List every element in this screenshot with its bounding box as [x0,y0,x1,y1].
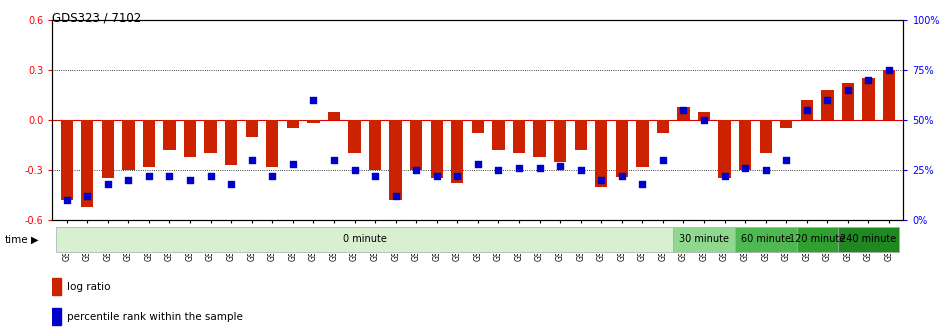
Bar [760,120,772,154]
Bar [553,120,566,162]
Text: percentile rank within the sample: percentile rank within the sample [67,312,243,322]
Bar [307,120,320,123]
Bar [286,120,299,128]
Point [409,167,424,173]
Point [532,165,547,171]
Bar [184,120,196,157]
Point [553,163,568,169]
Bar [534,120,546,157]
Bar [143,120,155,167]
Text: 240 minute: 240 minute [841,235,897,244]
Point [203,173,218,179]
Point [758,167,773,173]
Bar [822,90,833,120]
Text: GDS323 / 7102: GDS323 / 7102 [52,12,142,25]
Point [121,177,136,183]
Bar [698,112,710,120]
Point [779,157,794,163]
Bar [636,120,649,167]
Bar [739,120,751,170]
Point [223,181,239,187]
Bar [61,120,73,200]
Point [491,167,506,173]
Bar [513,120,525,154]
Bar [842,83,854,120]
Point [450,173,465,179]
Bar [574,120,587,150]
Bar [431,120,443,178]
Point [634,181,650,187]
Bar [797,226,838,252]
Point [614,173,630,179]
Point [882,68,897,73]
Bar [410,120,422,170]
Bar [883,70,895,120]
Point [264,173,280,179]
Point [512,165,527,171]
Point [717,173,732,179]
Bar [245,120,258,137]
Point [326,157,341,163]
Bar [472,120,484,133]
Text: 0 minute: 0 minute [343,235,387,244]
Point [696,118,711,123]
Point [429,173,444,179]
Bar [838,226,900,252]
Point [142,173,157,179]
Bar [123,120,134,170]
Bar [657,120,670,133]
Bar [493,120,505,150]
Bar [677,107,689,120]
Bar [718,120,730,178]
Bar [615,120,628,177]
Point [183,177,198,183]
Bar [52,278,61,295]
Point [306,97,321,103]
Bar [863,79,875,120]
Point [388,194,403,199]
Point [676,108,691,113]
Point [593,177,609,183]
Bar [52,308,61,325]
Point [162,173,177,179]
Bar [801,100,813,120]
Text: ▶: ▶ [31,235,39,245]
Bar [735,226,797,252]
Point [80,194,95,199]
Point [820,97,835,103]
Bar [204,120,217,154]
Bar [673,226,735,252]
Point [244,157,260,163]
Text: 60 minute: 60 minute [741,235,790,244]
Point [799,108,814,113]
Text: log ratio: log ratio [67,282,110,292]
Point [573,167,589,173]
Point [738,165,753,171]
Point [59,198,74,203]
Point [861,78,876,83]
Text: time: time [5,235,29,245]
Point [841,87,856,93]
Point [100,181,115,187]
Bar [595,120,608,187]
Bar [328,112,340,120]
Bar [164,120,176,150]
Point [655,157,670,163]
Bar [369,120,381,170]
Text: 120 minute: 120 minute [789,235,845,244]
Bar [266,120,279,167]
Bar [390,120,402,200]
Bar [225,120,238,165]
Bar [56,226,673,252]
Point [470,161,485,167]
Bar [780,120,792,128]
Point [367,173,382,179]
Bar [102,120,114,178]
Bar [81,120,93,207]
Bar [451,120,463,183]
Point [285,161,301,167]
Text: 30 minute: 30 minute [679,235,729,244]
Bar [348,120,360,154]
Point [347,167,362,173]
